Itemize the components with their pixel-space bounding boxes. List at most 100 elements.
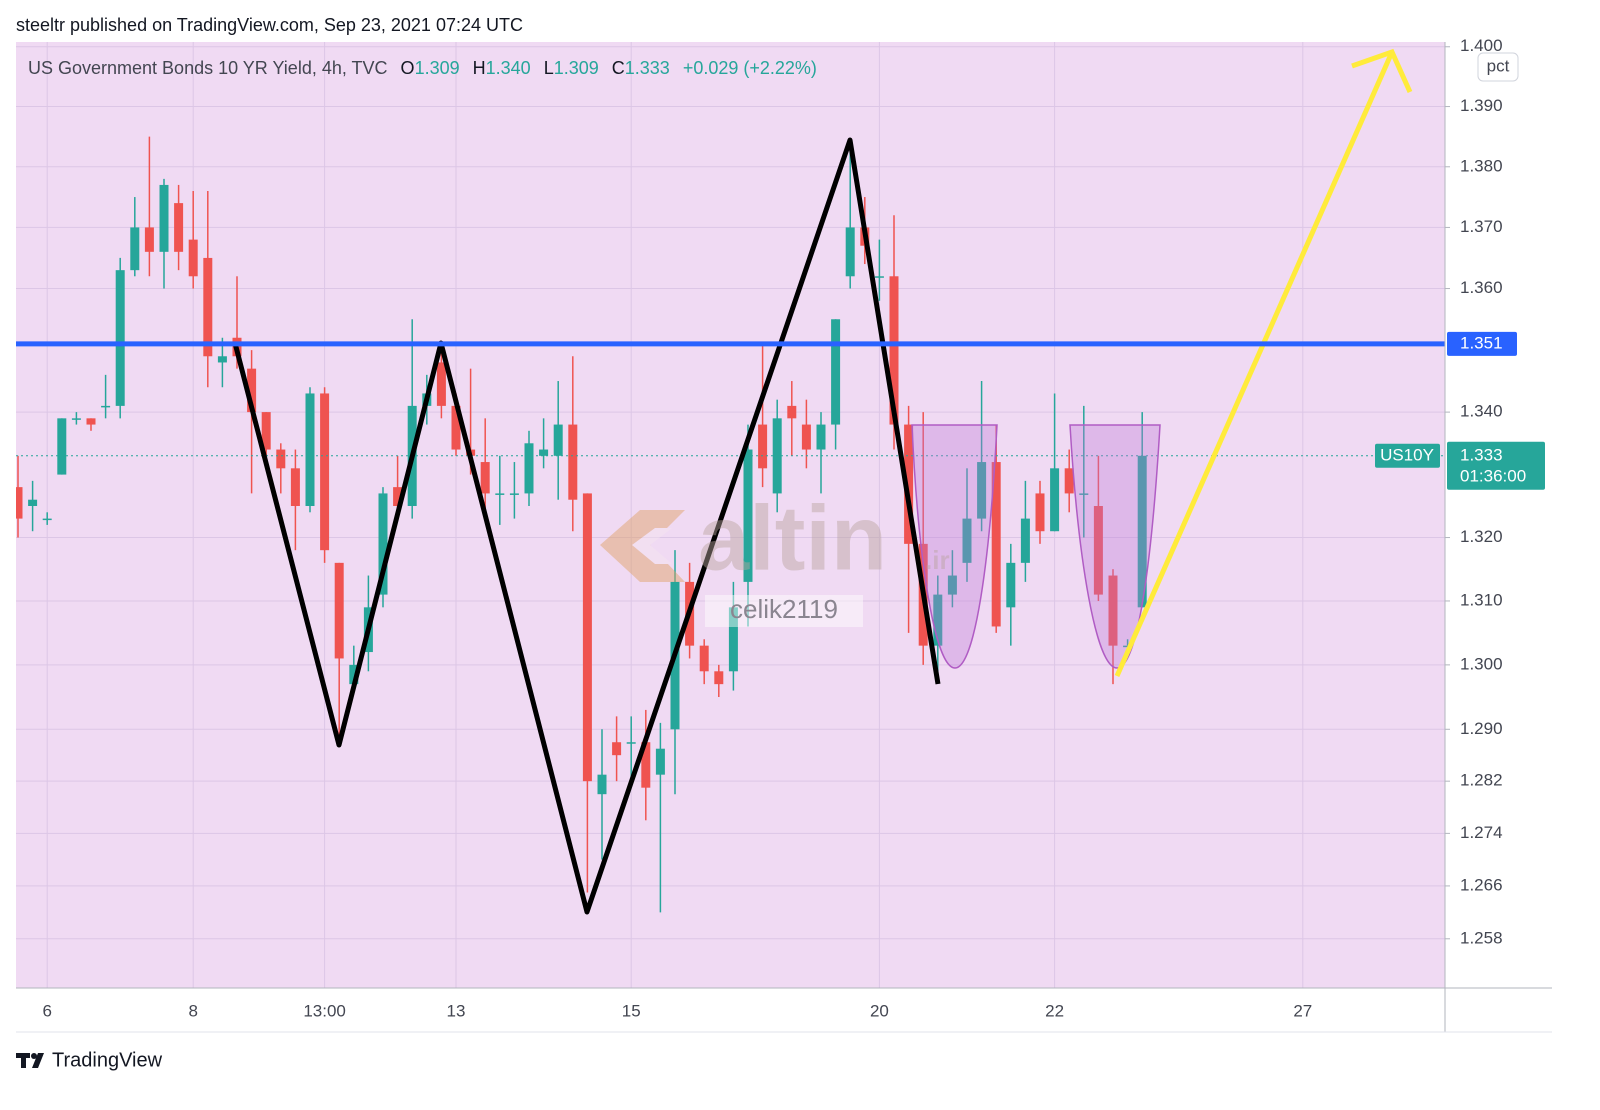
ohlc-label: C: [612, 58, 625, 78]
candle-body: [1079, 493, 1089, 495]
candle-body: [743, 449, 753, 582]
ohlc-value: 1.309: [415, 58, 460, 78]
drawings: [16, 48, 1445, 915]
candle-body: [509, 493, 519, 495]
y-tick-label: 1.360: [1460, 278, 1503, 297]
watermark-brand: altin: [698, 487, 887, 589]
candle-body: [1006, 562, 1016, 608]
y-tick-label: 1.340: [1460, 402, 1503, 421]
candle-body: [553, 424, 563, 456]
plot-background: [16, 42, 1445, 988]
candle-body: [393, 487, 403, 507]
y-tick-label: 1.258: [1460, 928, 1503, 947]
candle-body: [1108, 575, 1118, 646]
y-tick-label: 1.300: [1460, 654, 1503, 673]
candle-body: [977, 462, 987, 519]
countdown-label: 01:36:00: [1460, 466, 1526, 485]
author-box: [705, 595, 863, 627]
y-tick-label: 1.320: [1460, 527, 1503, 546]
footer-logo: [16, 1053, 44, 1068]
candle-body: [816, 424, 826, 450]
footer-brand: TradingView: [52, 1049, 163, 1071]
candle-body: [159, 184, 169, 252]
candle-body: [115, 270, 125, 406]
candle-body: [787, 405, 797, 419]
y-tick-label: 1.380: [1460, 156, 1503, 175]
candle-body: [1050, 468, 1060, 532]
change: +0.029 (+2.22%): [683, 58, 817, 78]
candle-body: [1035, 493, 1045, 532]
cup-shape: [1069, 424, 1161, 669]
x-tick-label: 6: [42, 1001, 51, 1020]
candle-body: [203, 257, 213, 357]
publisher: steeltr published on TradingView.com, Se…: [16, 15, 523, 35]
candle-body: [261, 412, 271, 450]
ohlc-label: L: [544, 58, 554, 78]
scale-button[interactable]: [1477, 52, 1519, 82]
x-tick-label: 20: [870, 1001, 889, 1020]
candle-body: [582, 493, 592, 782]
candle-body: [714, 671, 724, 685]
candle-body: [568, 424, 578, 500]
candle-body: [144, 227, 154, 252]
last-price-label: 1.333: [1460, 445, 1503, 464]
candle-body: [845, 227, 855, 277]
candle-body: [1064, 468, 1074, 494]
candle-body: [758, 424, 768, 469]
candle-body: [831, 319, 841, 425]
arrow-head: [1351, 48, 1413, 94]
x-tick-label: 27: [1293, 1001, 1312, 1020]
candle-body: [728, 607, 738, 672]
cup-shape: [911, 424, 998, 669]
candle-body: [378, 493, 388, 595]
ohlc-label: H: [473, 58, 486, 78]
y-tick-label: 1.274: [1460, 823, 1503, 842]
ohlc-value: 1.333: [625, 58, 670, 78]
candle-body: [436, 362, 446, 406]
ohlc-label: O: [401, 58, 415, 78]
watermark-logo: [600, 510, 685, 582]
price-line-label: 1.351: [1460, 333, 1503, 352]
candle-body: [276, 449, 286, 469]
last-price-box: [1447, 441, 1545, 490]
candle-body: [16, 487, 23, 519]
x-tick-label: 8: [188, 1001, 197, 1020]
candle-body: [334, 562, 344, 659]
y-tick-label: 1.266: [1460, 875, 1503, 894]
ohlc-value: 1.309: [554, 58, 599, 78]
candle-body: [597, 774, 607, 795]
scale-button-label[interactable]: pct: [1487, 56, 1510, 75]
candle-body: [188, 239, 198, 277]
candle-body: [991, 462, 1001, 627]
candle-body: [320, 393, 330, 551]
axes: 1.400 1.390 1.380 1.370 1.360 1.340 1.320 1.310…: [42, 36, 1502, 1020]
zigzag-pattern: [232, 137, 941, 915]
symbol-label: US10Y: [1380, 445, 1434, 464]
candle-body: [539, 449, 549, 456]
candle-body: [101, 405, 111, 408]
x-tick-label: 13:00: [303, 1001, 346, 1020]
candle-body: [655, 748, 665, 775]
price-line-box: [1447, 331, 1517, 356]
candle-body: [933, 594, 943, 646]
y-tick-label: 1.400: [1460, 36, 1503, 55]
x-tick-label: 15: [622, 1001, 641, 1020]
y-tick-label: 1.370: [1460, 217, 1503, 236]
candle-body: [1137, 455, 1147, 608]
candle-body: [874, 276, 884, 278]
symbol-title: US Government Bonds 10 YR Yield, 4h, TVC: [28, 58, 388, 78]
candle-body: [1020, 518, 1030, 563]
symbol-label-box: [1375, 443, 1440, 468]
x-tick-label: 22: [1045, 1001, 1064, 1020]
candle-body: [28, 499, 38, 507]
watermark: altin .ir: [600, 487, 950, 589]
candle-body: [904, 424, 914, 544]
candle-body: [290, 468, 300, 507]
author: celik2119: [730, 594, 838, 624]
candle-body: [217, 356, 227, 363]
y-tick-label: 1.290: [1460, 719, 1503, 738]
candle-body: [524, 443, 534, 494]
y-tick-label: 1.282: [1460, 771, 1503, 790]
